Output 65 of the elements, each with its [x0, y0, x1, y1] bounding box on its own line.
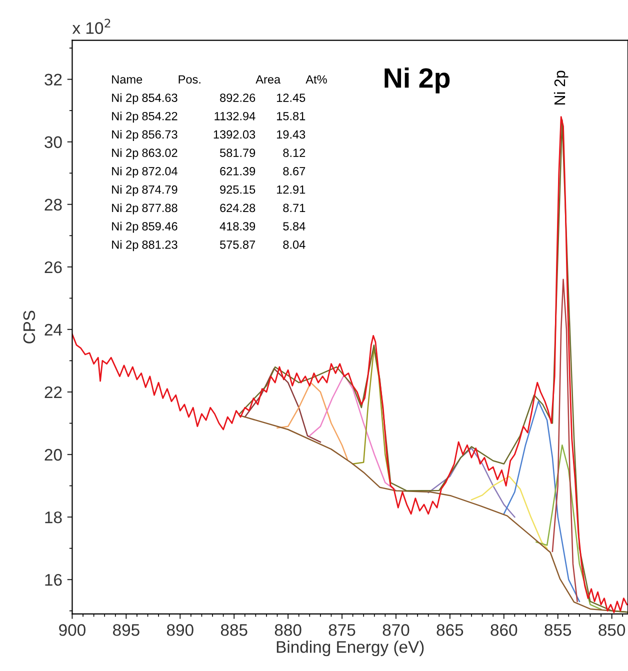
x-tick-label: 875	[328, 624, 356, 636]
y-tick-label: 30	[44, 136, 62, 148]
x-tick-label: 860	[490, 624, 518, 636]
annotation: 881.23	[142, 240, 178, 249]
x-tick-label: 865	[436, 624, 464, 636]
annotation: 12.91	[277, 185, 306, 194]
y-tick-label: 24	[44, 324, 62, 336]
y-tick-label: 26	[44, 261, 62, 274]
x-tick-label: 855	[544, 624, 572, 636]
annotation: 872.04	[142, 167, 178, 176]
annotation: 621.39	[220, 167, 256, 176]
annotation: Name	[112, 75, 142, 84]
annotation: 624.28	[220, 204, 256, 212]
annotation: 8.67	[283, 167, 306, 176]
annotation: At%	[306, 75, 327, 84]
annotation: 925.15	[220, 185, 256, 194]
annotation: Area	[256, 75, 281, 84]
annotation: 8.12	[283, 148, 306, 158]
annotation: Ni 2p	[112, 130, 138, 141]
annotation: 1132.94	[214, 112, 256, 120]
annotation: Ni 2p	[112, 240, 138, 252]
x-tick-label: 890	[166, 624, 194, 636]
annotation: 8.71	[283, 204, 306, 212]
annotation: 575.87	[220, 240, 256, 249]
x-axis-title: Binding Energy (eV)	[276, 640, 424, 656]
x-tick-label: 850	[598, 624, 626, 636]
annotation: 859.46	[142, 222, 178, 230]
annotation: Pos.	[178, 75, 200, 84]
annotation: Ni 2p	[112, 166, 138, 178]
text: x 10$^{2}$	[72, 18, 110, 34]
x-tick-label: 895	[113, 624, 140, 636]
x-tick-label: 880	[274, 624, 302, 636]
annotation: Ni 2p	[112, 185, 138, 196]
y-tick-label: 22	[44, 386, 62, 398]
annotation: 418.39	[220, 222, 256, 230]
x-tick-label: 885	[220, 624, 248, 636]
annotation: 15.81	[277, 112, 306, 120]
annotation: 863.02	[142, 148, 178, 158]
text: Ni 2p	[384, 67, 450, 94]
annotation: Ni 2p	[112, 112, 138, 123]
annotation: 854.63	[142, 94, 178, 102]
annotation: 1392.03	[214, 130, 256, 139]
annotation: 19.43	[277, 130, 306, 139]
annotation: Ni 2p	[112, 148, 138, 160]
annotation: 856.73	[142, 130, 178, 139]
annotation: 854.22	[142, 112, 178, 120]
y-tick-label: 16	[45, 574, 62, 586]
annotation: Ni 2p	[112, 222, 138, 233]
annotation: 8.04	[283, 240, 306, 249]
y-tick-label: 18	[45, 511, 62, 524]
x-tick-label: 870	[382, 624, 410, 636]
annotation: 877.88	[142, 204, 178, 212]
annotation: 874.79	[142, 185, 178, 194]
y-tick-label: 20	[44, 448, 62, 461]
annotation: 892.26	[220, 94, 256, 102]
annotation: Ni 2p	[112, 93, 138, 104]
y-tick-label: 28	[44, 198, 62, 211]
annotation: 581.79	[220, 148, 256, 158]
annotation: 12.45	[277, 94, 306, 102]
annotation: Ni 2p	[112, 203, 138, 214]
annotation: 5.84	[283, 222, 306, 230]
x-tick-label: 900	[59, 624, 86, 636]
annotation: Ni 2p	[554, 70, 568, 104]
y-tick-label: 32	[44, 74, 62, 86]
y-axis-title: CPS	[23, 310, 36, 344]
